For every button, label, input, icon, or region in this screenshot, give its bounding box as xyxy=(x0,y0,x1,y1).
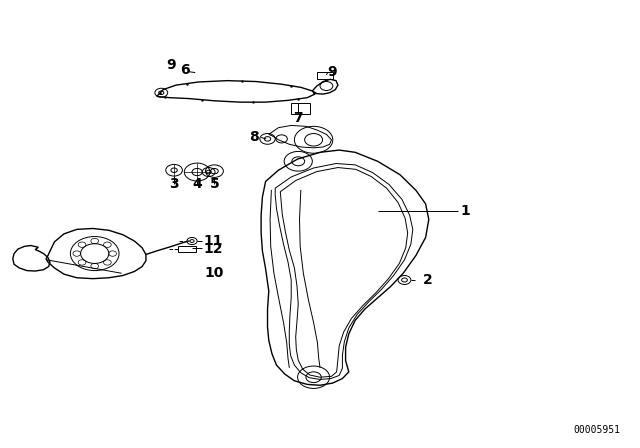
Text: 3: 3 xyxy=(170,177,179,191)
Text: 00005951: 00005951 xyxy=(574,425,621,435)
Text: 6: 6 xyxy=(180,63,190,78)
Text: 7: 7 xyxy=(293,111,303,125)
Text: 8: 8 xyxy=(250,129,259,144)
Text: 12: 12 xyxy=(204,241,223,256)
Text: 1: 1 xyxy=(461,203,470,218)
Text: 10: 10 xyxy=(205,266,224,280)
Text: 5: 5 xyxy=(210,177,220,191)
Text: 11: 11 xyxy=(204,233,223,248)
Text: 2: 2 xyxy=(422,273,432,287)
Text: 9: 9 xyxy=(328,65,337,79)
Text: 4: 4 xyxy=(192,177,202,191)
Text: 9: 9 xyxy=(166,58,176,72)
